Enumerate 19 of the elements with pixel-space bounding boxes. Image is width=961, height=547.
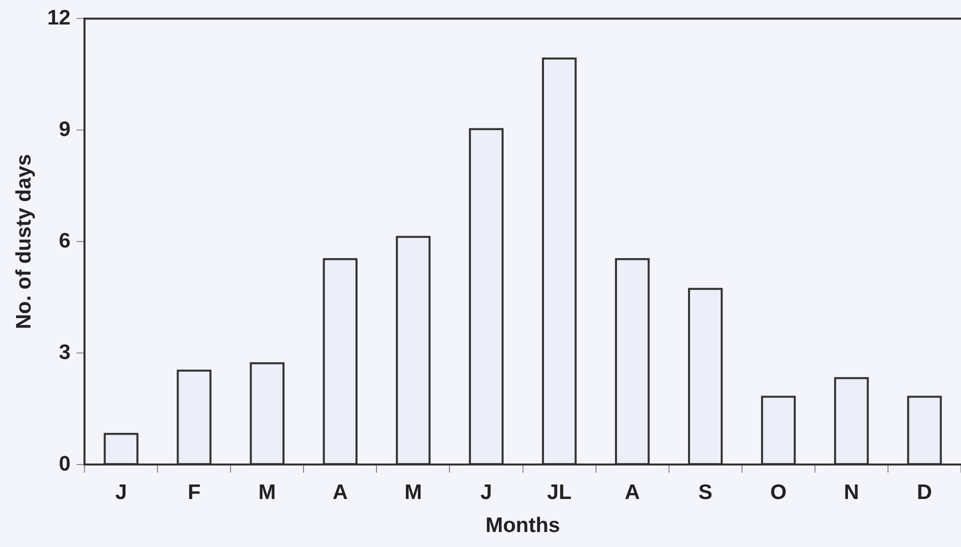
y-tick-label: 6 — [58, 229, 71, 252]
y-tick-label: 9 — [58, 118, 71, 141]
x-tick-label: N — [844, 480, 860, 504]
x-tick-label: J — [480, 480, 492, 504]
x-tick-label: A — [624, 480, 640, 504]
x-tick-label: M — [258, 480, 276, 504]
x-axis-title: Months — [485, 514, 560, 538]
y-tick-label: 3 — [58, 340, 71, 364]
x-tick-label: JL — [547, 480, 572, 504]
x-tick-label: A — [332, 480, 348, 504]
x-tick-label: M — [404, 480, 422, 504]
x-tick-label: O — [770, 480, 787, 504]
y-tick-label: 0 — [58, 452, 71, 476]
x-tick-label: F — [188, 480, 201, 504]
y-axis-title: No. of dusty days — [12, 154, 36, 330]
y-tick-label: 12 — [47, 6, 71, 30]
x-tick-label: J — [115, 480, 127, 504]
x-tick-label: D — [916, 480, 932, 504]
x-tick-label: S — [698, 480, 712, 504]
